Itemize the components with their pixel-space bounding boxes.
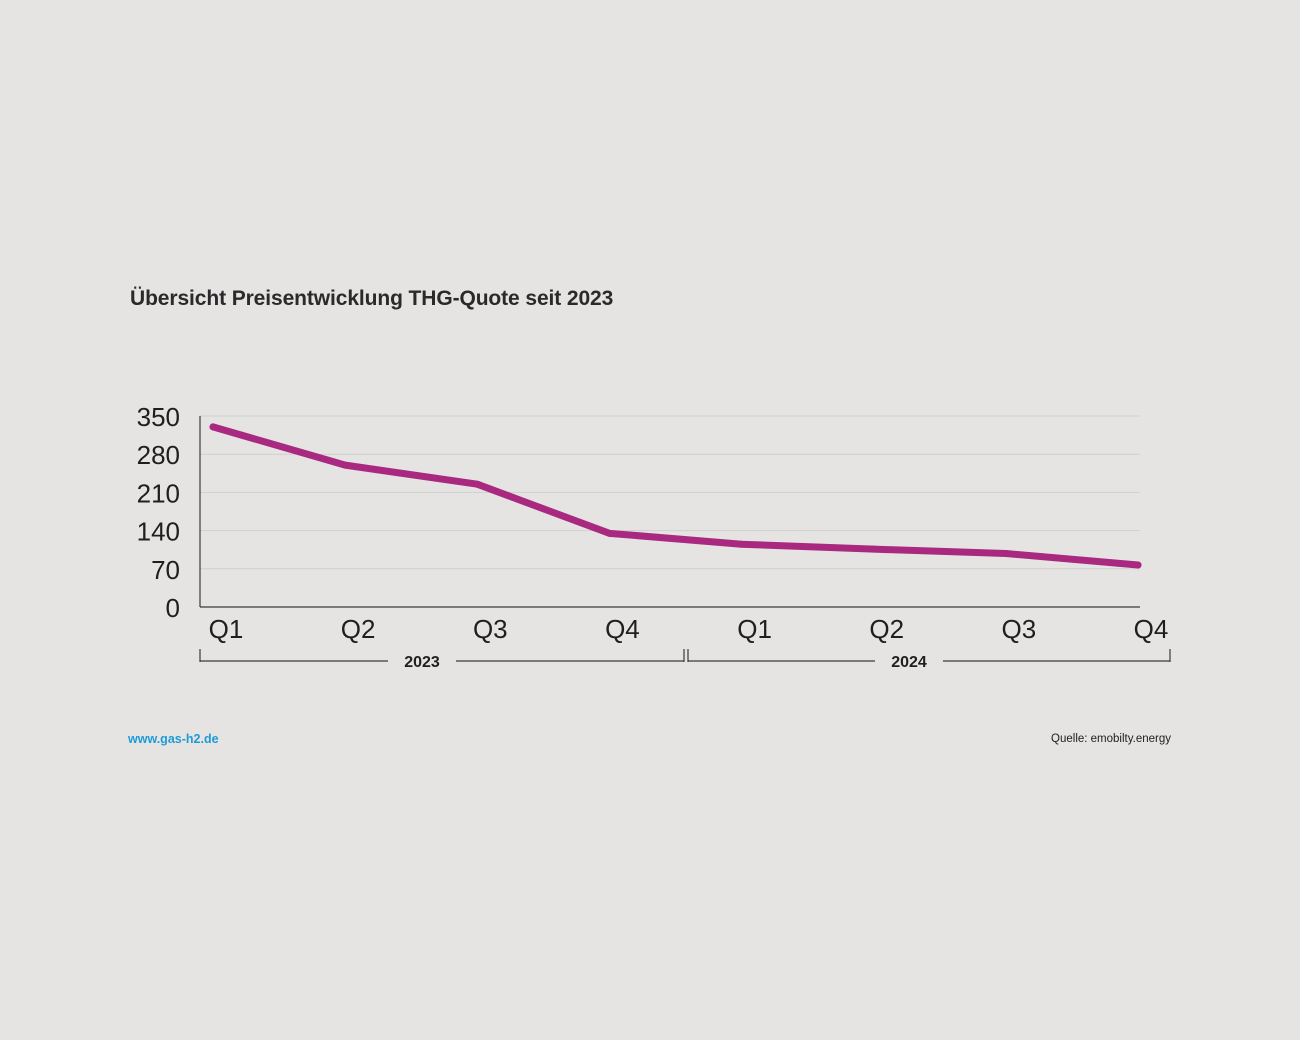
y-axis: 0 70 140 210 280 350 — [137, 402, 201, 623]
y-tick-label-70: 70 — [151, 555, 180, 585]
x-tick-label-8: Q4 — [1134, 614, 1169, 644]
group-label-2023: 2023 — [404, 654, 440, 671]
y-tick-label-280: 280 — [137, 440, 180, 470]
x-tick-label-4: Q4 — [605, 614, 640, 644]
data-point-1 — [209, 423, 217, 431]
data-point-6 — [870, 545, 878, 553]
year-brackets: 2023 2024 — [199, 649, 1171, 671]
group-label-2024: 2024 — [891, 654, 927, 671]
data-point-5 — [738, 540, 746, 548]
data-point-2 — [341, 461, 349, 469]
x-tick-label-6: Q2 — [869, 614, 904, 644]
x-axis: Q1 Q2 Q3 Q4 Q1 Q2 Q3 Q4 — [200, 606, 1169, 644]
grid-lines — [200, 415, 1140, 570]
data-point-7 — [1002, 550, 1010, 558]
x-tick-label-1: Q1 — [209, 614, 244, 644]
data-point-8 — [1134, 561, 1142, 569]
x-tick-label-5: Q1 — [737, 614, 772, 644]
x-tick-label-2: Q2 — [341, 614, 376, 644]
x-tick-label-3: Q3 — [473, 614, 508, 644]
website-link[interactable]: www.gas-h2.de — [128, 732, 219, 746]
chart-title: Übersicht Preisentwicklung THG-Quote sei… — [130, 287, 614, 310]
y-tick-label-140: 140 — [137, 517, 180, 547]
y-tick-label-210: 210 — [137, 478, 180, 508]
data-point-3 — [473, 480, 481, 488]
series-layer — [209, 423, 1142, 569]
source-note: Quelle: emobilty.energy — [1051, 733, 1171, 745]
data-point-4 — [605, 529, 613, 537]
y-tick-label-350: 350 — [137, 402, 180, 432]
x-tick-label-7: Q3 — [1002, 614, 1037, 644]
series-line-1 — [209, 423, 1142, 569]
y-tick-label-0: 0 — [166, 593, 180, 623]
